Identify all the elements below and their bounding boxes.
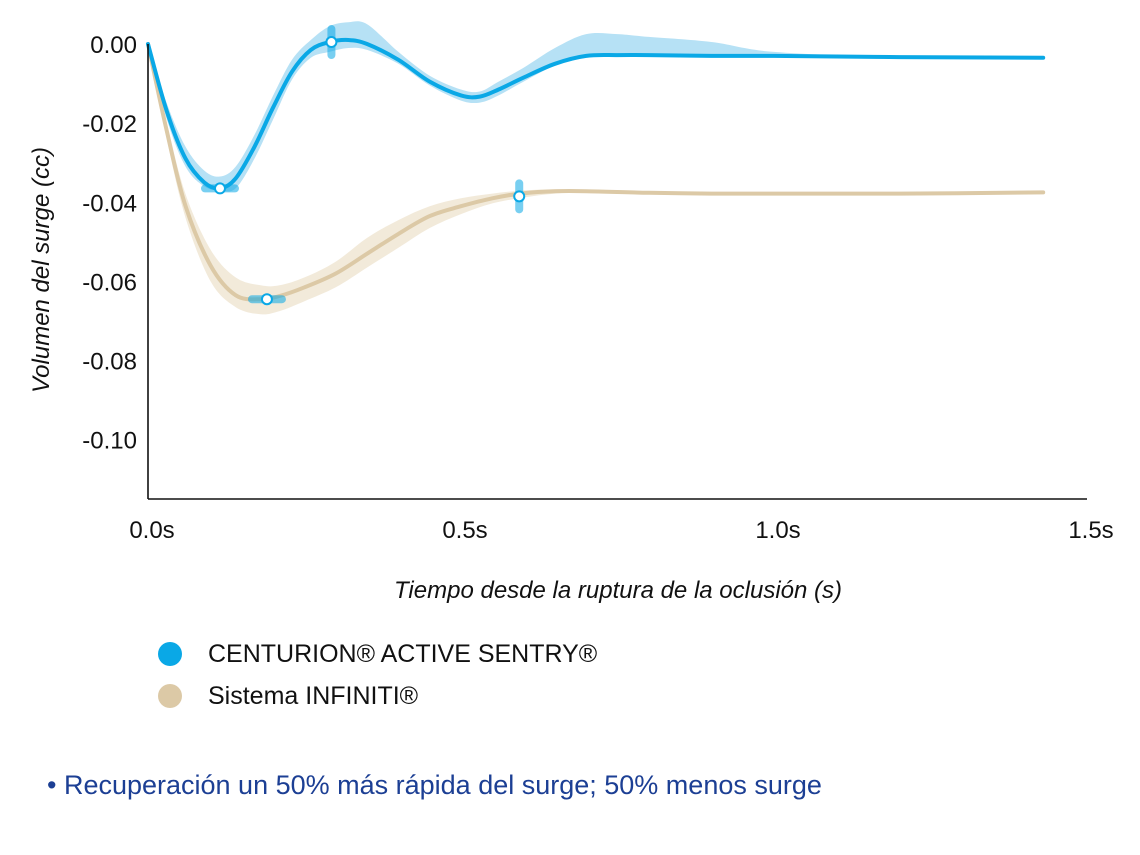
x-tick-labels: 0.0s 0.5s 1.0s 1.5s [129,517,1113,544]
y-tick-label: -0.02 [82,111,137,138]
band-series-1 [148,44,1044,315]
data-marker [325,36,338,49]
surge-chart: 0.00 -0.02 -0.04 -0.06 -0.08 -0.10 0.0s 0.5s 1.… [28,21,1114,604]
summary-note: • Recuperación un 50% más rápida del sur… [47,770,822,800]
y-axis-title: Volumen del surge (cc) [28,147,55,393]
y-tick-label: -0.04 [82,190,137,217]
band-series-0 [148,21,1044,192]
data-marker [513,190,526,203]
y-tick-label: -0.08 [82,349,137,376]
line-series-1 [146,42,1046,302]
legend-swatch-infiniti [158,684,182,708]
legend-swatch-centurion [158,642,182,666]
x-tick-label: 0.0s [129,517,174,544]
y-tick-label: -0.10 [82,428,137,455]
x-tick-label: 1.5s [1068,517,1113,544]
y-tick-label: -0.06 [82,269,137,296]
confidence-bands [148,21,1044,315]
data-marker [213,182,226,195]
series-markers [200,25,526,306]
legend-item-centurion: CENTURION® ACTIVE SENTRY® [158,634,597,674]
legend-label-infiniti: Sistema INFINITI® [208,681,419,710]
legend: CENTURION® ACTIVE SENTRY® Sistema INFINI… [158,634,597,718]
legend-label-centurion: CENTURION® ACTIVE SENTRY® [208,639,598,668]
legend-item-infiniti: Sistema INFINITI® [158,676,597,716]
x-tick-label: 0.5s [442,517,487,544]
x-tick-label: 1.0s [755,517,800,544]
data-marker [260,293,273,306]
y-tick-label: 0.00 [90,32,137,59]
x-axis-title: Tiempo desde la ruptura de la oclusión (… [394,577,842,604]
y-tick-labels: 0.00 -0.02 -0.04 -0.06 -0.08 -0.10 [82,32,137,455]
axes [147,44,1087,500]
line-series-0 [146,37,1046,191]
